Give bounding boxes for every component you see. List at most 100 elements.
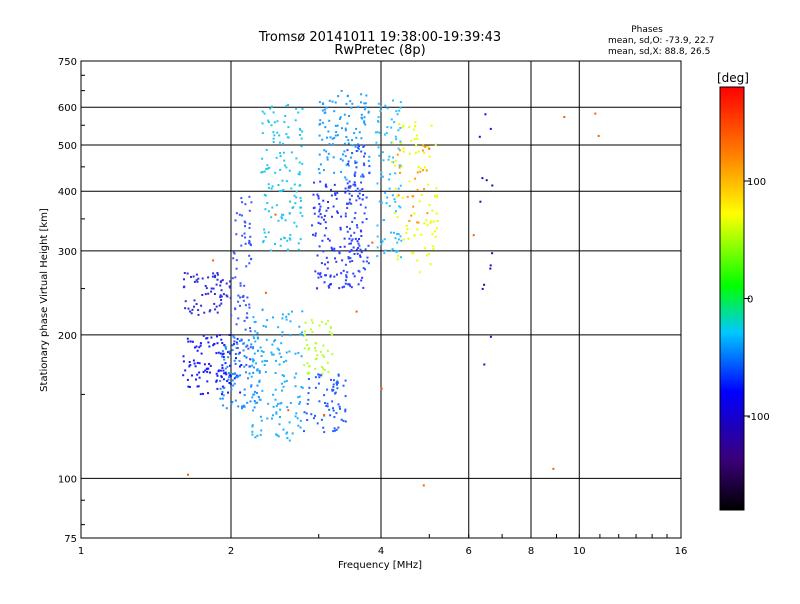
data-point [326, 267, 329, 270]
data-point [200, 304, 203, 307]
data-point [321, 239, 324, 242]
data-point [227, 356, 230, 359]
data-point [397, 238, 400, 241]
data-point [274, 171, 277, 174]
data-point [357, 146, 360, 149]
data-point [350, 234, 352, 237]
data-point [429, 221, 432, 224]
data-point [396, 216, 399, 219]
data-point [329, 275, 332, 278]
data-point [248, 306, 251, 309]
data-point [381, 240, 384, 243]
data-point [425, 219, 428, 222]
data-point [293, 221, 296, 224]
data-point [248, 303, 251, 306]
data-point [281, 317, 284, 320]
data-point [390, 126, 393, 129]
data-point [305, 339, 308, 341]
data-point [325, 106, 328, 109]
data-point [263, 231, 266, 234]
data-point [594, 112, 597, 115]
data-point [191, 308, 194, 311]
series-cluster [396, 144, 429, 224]
series-cluster [219, 335, 261, 410]
data-point [348, 198, 351, 201]
data-point [221, 350, 224, 353]
data-point [361, 276, 364, 279]
data-point [285, 180, 288, 183]
data-point [335, 260, 338, 263]
data-point [417, 166, 420, 168]
data-point [434, 235, 437, 238]
data-point [367, 159, 370, 162]
data-point [299, 199, 302, 202]
data-point [219, 284, 222, 287]
data-point [265, 325, 267, 328]
data-point [355, 161, 358, 164]
data-point [212, 287, 215, 290]
data-point [361, 198, 364, 201]
data-point [314, 270, 317, 273]
data-point [351, 260, 354, 262]
data-point [242, 404, 245, 407]
data-point [376, 255, 379, 258]
series-cluster [230, 195, 253, 368]
data-point [265, 148, 268, 151]
data-point [345, 178, 348, 181]
data-point [416, 221, 419, 224]
data-point [393, 121, 396, 124]
data-point [414, 125, 416, 128]
data-point [406, 195, 409, 198]
data-point [247, 339, 250, 342]
data-point [249, 327, 251, 330]
data-point [324, 183, 327, 186]
data-point [394, 187, 397, 190]
data-point [322, 250, 325, 253]
data-point [210, 336, 213, 339]
data-point [331, 389, 334, 392]
data-point [376, 119, 379, 122]
colorbar-tick-label: -100 [747, 412, 770, 423]
data-point [483, 283, 486, 286]
data-point [215, 352, 218, 355]
data-point [378, 154, 381, 157]
data-point [353, 173, 356, 176]
data-point [417, 150, 420, 153]
series-cluster [303, 319, 334, 375]
data-point [187, 385, 190, 388]
stats-heading: Phases [631, 25, 663, 35]
data-point [427, 252, 430, 255]
data-point [255, 362, 257, 365]
data-point [344, 127, 347, 130]
data-point [226, 380, 229, 382]
data-point [280, 238, 282, 241]
data-point [285, 318, 288, 321]
data-point [348, 186, 351, 189]
data-point [281, 217, 283, 220]
data-point [221, 342, 224, 344]
data-point [304, 321, 307, 324]
data-point [324, 111, 327, 114]
data-point [376, 246, 379, 249]
y-tick-label: 750 [58, 57, 77, 68]
data-point [240, 214, 243, 217]
data-point [358, 270, 361, 273]
data-point [277, 326, 280, 329]
data-point [244, 236, 247, 239]
data-point [343, 150, 346, 153]
data-point [364, 123, 367, 126]
data-point [293, 183, 296, 186]
data-point [273, 134, 276, 137]
data-point [341, 159, 344, 162]
data-point [357, 147, 360, 150]
data-point [190, 276, 192, 278]
data-point [331, 248, 334, 251]
data-point [248, 365, 251, 368]
data-point [249, 358, 252, 361]
data-point [298, 134, 301, 136]
data-point [384, 191, 387, 194]
data-point [424, 247, 427, 250]
data-point [306, 371, 309, 374]
y-tick-label: 400 [58, 187, 77, 198]
data-point [398, 149, 401, 152]
